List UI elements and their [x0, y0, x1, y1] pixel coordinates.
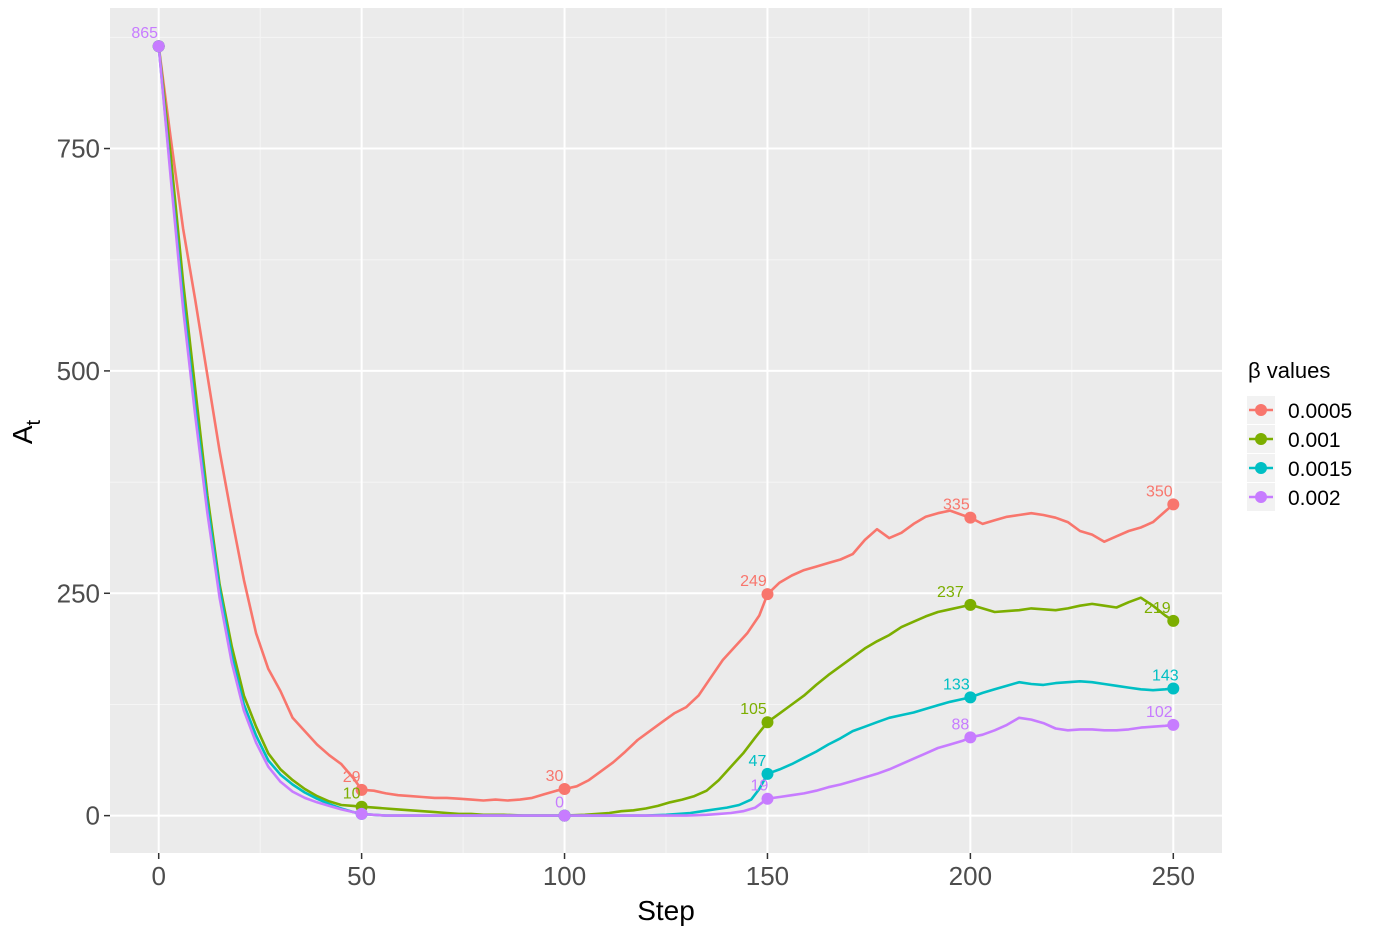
legend: β values 0.0005 0.001 0.0015 0.002: [1247, 358, 1352, 511]
data-point-marker: [355, 783, 368, 796]
y-axis: 0 250 500 750: [57, 134, 110, 831]
data-point-label: 133: [943, 676, 970, 693]
legend-title: β values: [1248, 358, 1330, 383]
point-labels: 29 30 249 335 350 10 105 237 219 47 133 143 865 0 19 88…: [131, 25, 1178, 811]
data-point-marker: [964, 691, 977, 704]
data-point-label: 105: [740, 701, 767, 718]
legend-key-marker: [1255, 433, 1267, 445]
x-tick-label: 150: [746, 861, 789, 891]
x-tick-label: 0: [151, 861, 165, 891]
legend-label: 0.002: [1288, 487, 1341, 510]
data-point-marker: [355, 807, 368, 820]
data-point-marker: [1167, 718, 1180, 731]
data-point-marker: [964, 511, 977, 524]
data-point-label: 249: [740, 573, 767, 590]
x-tick-label: 50: [347, 861, 376, 891]
legend-key-marker: [1255, 404, 1267, 416]
y-axis-title: At: [7, 419, 45, 444]
legend-item: 0.001: [1247, 425, 1341, 453]
major-grid: [110, 8, 1222, 853]
data-point-label: 47: [749, 753, 767, 770]
legend-label: 0.0015: [1288, 458, 1352, 481]
y-axis-title-main: A: [7, 425, 38, 444]
data-point-marker: [964, 598, 977, 611]
legend-label: 0.0005: [1288, 400, 1352, 423]
data-point-marker: [1167, 614, 1180, 627]
y-tick-label: 750: [57, 134, 100, 164]
data-point-label: 350: [1146, 483, 1173, 500]
series-line-1: [157, 46, 1175, 817]
y-tick-label: 0: [86, 801, 100, 831]
data-point-marker: [964, 731, 977, 744]
data-point-label: 335: [943, 497, 970, 514]
data-point-label: 143: [1152, 667, 1179, 684]
data-point-marker: [761, 767, 774, 780]
data-point-marker: [558, 782, 571, 795]
data-point-label: 19: [751, 778, 769, 795]
data-point-marker: [152, 40, 165, 53]
y-axis-title-subscript: t: [23, 419, 45, 425]
x-axis-title: Step: [637, 895, 695, 926]
data-point-label: 29: [343, 769, 361, 786]
data-point-marker: [1167, 498, 1180, 511]
data-point-label: 865: [131, 25, 158, 42]
series-line-3: [157, 46, 1174, 817]
legend-item: 0.0015: [1247, 454, 1352, 482]
x-axis: 0 50 100 150 200 250: [151, 853, 1195, 891]
legend-key-marker: [1255, 491, 1267, 503]
x-tick-label: 200: [949, 861, 992, 891]
data-point-marker: [761, 588, 774, 601]
data-point-label: 102: [1146, 704, 1173, 721]
series-line-2: [157, 46, 1174, 817]
data-point-label: 10: [343, 786, 361, 803]
series-markers: [152, 40, 1180, 822]
legend-item: 0.002: [1247, 483, 1341, 511]
legend-key-marker: [1255, 462, 1267, 474]
data-point-marker: [558, 809, 571, 822]
data-point-marker: [761, 716, 774, 729]
data-point-marker: [1167, 682, 1180, 695]
x-tick-label: 250: [1152, 861, 1195, 891]
y-tick-label: 500: [57, 356, 100, 386]
data-point-label: 30: [546, 768, 564, 785]
y-tick-label: 250: [57, 578, 100, 608]
series-lines: [157, 46, 1175, 817]
data-point-label: 0: [555, 795, 564, 812]
data-point-label: 88: [951, 716, 969, 733]
data-point-label: 237: [937, 584, 964, 601]
x-tick-label: 100: [543, 861, 586, 891]
data-point-label: 219: [1144, 600, 1171, 617]
legend-item: 0.0005: [1247, 396, 1352, 424]
data-point-marker: [761, 792, 774, 805]
series-line-0: [157, 46, 1175, 802]
legend-label: 0.001: [1288, 429, 1341, 452]
